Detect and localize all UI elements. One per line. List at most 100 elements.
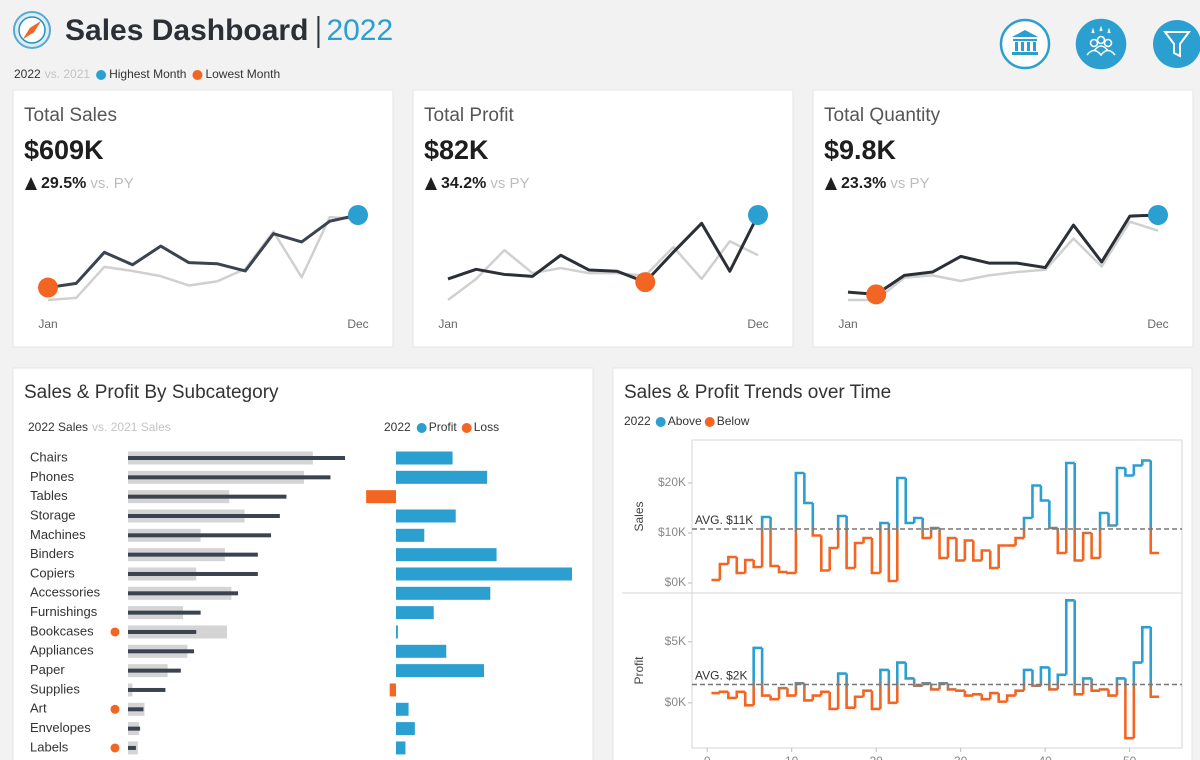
profit-bar bbox=[396, 567, 572, 581]
step-segment bbox=[836, 514, 847, 548]
step-segment bbox=[988, 550, 999, 570]
profit-bar bbox=[396, 509, 456, 523]
step-segment bbox=[1149, 460, 1160, 555]
step-segment bbox=[811, 503, 822, 537]
step-segment bbox=[862, 689, 872, 697]
step-segment bbox=[1107, 689, 1117, 697]
legend-dot bbox=[704, 417, 715, 427]
step-segment bbox=[870, 538, 881, 575]
step-segment bbox=[980, 549, 991, 561]
step-segment bbox=[777, 566, 788, 574]
step-segment bbox=[955, 538, 965, 562]
step-segment bbox=[1124, 468, 1134, 477]
category-label: Tables bbox=[30, 488, 68, 503]
category-label: Art bbox=[30, 701, 47, 716]
icon-bank[interactable] bbox=[999, 18, 1051, 70]
step-segment bbox=[777, 686, 788, 700]
profit-bar bbox=[389, 683, 396, 697]
step-segment bbox=[735, 690, 746, 698]
step-segment bbox=[760, 647, 771, 697]
profit-bar bbox=[396, 528, 425, 542]
step-segment bbox=[1132, 661, 1143, 739]
y-tick-label: $0K bbox=[665, 575, 686, 589]
step-segment bbox=[845, 516, 856, 570]
kpi-change: 23.3% bbox=[841, 175, 886, 192]
dashboard-title: Sales Dashboard bbox=[65, 14, 308, 47]
step-segment bbox=[921, 518, 932, 540]
chart-title: Sales & Profit By Subcategory bbox=[24, 382, 279, 403]
step-segment bbox=[1039, 485, 1050, 502]
x-tick-label: 30 bbox=[954, 754, 968, 760]
step-segment bbox=[929, 526, 940, 538]
legend-dot bbox=[461, 423, 472, 433]
step-segment bbox=[1115, 466, 1126, 526]
bar-current bbox=[128, 649, 195, 654]
legend-label: Below bbox=[717, 414, 750, 428]
step-segment bbox=[1014, 536, 1025, 546]
step-segment bbox=[1132, 464, 1143, 476]
profit-bar bbox=[396, 644, 447, 658]
chart-title: Sales & Profit Trends over Time bbox=[624, 382, 891, 403]
step-segment bbox=[1098, 511, 1109, 558]
decline-dot bbox=[110, 743, 120, 753]
step-segment bbox=[769, 695, 780, 701]
step-segment bbox=[1056, 673, 1067, 690]
step-segment bbox=[938, 682, 948, 690]
profit-bar bbox=[396, 722, 415, 736]
category-label: Supplies bbox=[30, 681, 80, 696]
kpi-value: $82K bbox=[424, 135, 489, 165]
average-label: AVG. $2K bbox=[695, 669, 747, 683]
logo bbox=[13, 11, 51, 49]
sparkline bbox=[447, 214, 760, 284]
step-segment bbox=[803, 473, 813, 505]
plot-frame bbox=[691, 439, 1183, 749]
bar-current bbox=[128, 552, 258, 557]
bar-current bbox=[128, 533, 272, 538]
category-label: Binders bbox=[30, 546, 75, 561]
step-segment bbox=[1022, 516, 1033, 538]
category-label: Labels bbox=[30, 739, 69, 754]
legend-current: 2022 bbox=[14, 67, 41, 81]
x-tick-label: 50 bbox=[1123, 754, 1137, 760]
icon-filter[interactable] bbox=[1153, 20, 1200, 68]
y-tick-label: $5K bbox=[665, 634, 686, 648]
step-segment bbox=[904, 662, 915, 680]
profit-bar bbox=[366, 490, 396, 504]
highest-marker bbox=[348, 205, 368, 225]
change-arrow bbox=[425, 177, 437, 190]
profit-bar bbox=[396, 586, 491, 600]
bar-current bbox=[128, 591, 239, 596]
step-segment bbox=[1031, 484, 1041, 518]
legend-dot bbox=[416, 423, 427, 433]
category-label: Storage bbox=[30, 507, 76, 522]
step-segment bbox=[887, 523, 898, 583]
step-segment bbox=[862, 536, 872, 543]
step-segment bbox=[870, 690, 881, 711]
step-segment bbox=[895, 476, 906, 581]
x-tick-label: 0 bbox=[704, 754, 711, 760]
step-segment bbox=[1081, 677, 1092, 695]
category-label: Furnishings bbox=[30, 604, 98, 619]
profit-bar bbox=[396, 451, 453, 465]
kpi-value: $9.8K bbox=[824, 135, 897, 165]
icon-customers[interactable] bbox=[1075, 18, 1127, 70]
step-segment bbox=[811, 694, 822, 701]
highest-marker bbox=[748, 205, 768, 225]
step-segment bbox=[887, 669, 898, 705]
step-segment bbox=[1031, 669, 1041, 688]
legend-label: Above bbox=[668, 414, 702, 428]
card bbox=[812, 89, 1194, 348]
step-segment bbox=[938, 528, 948, 560]
bar-current bbox=[128, 610, 201, 615]
bar-current bbox=[128, 668, 181, 673]
profit-bar bbox=[396, 702, 409, 716]
step-segment bbox=[972, 692, 982, 696]
dashboard-year: 2022 bbox=[326, 14, 393, 47]
step-segment bbox=[1090, 533, 1101, 560]
kpi-change-note: vs. PY bbox=[90, 175, 133, 192]
step-segment bbox=[794, 471, 805, 573]
sparkline bbox=[47, 213, 359, 290]
lowest-marker bbox=[866, 284, 887, 305]
legend-label: Loss bbox=[474, 420, 499, 434]
step-segment bbox=[794, 682, 805, 696]
